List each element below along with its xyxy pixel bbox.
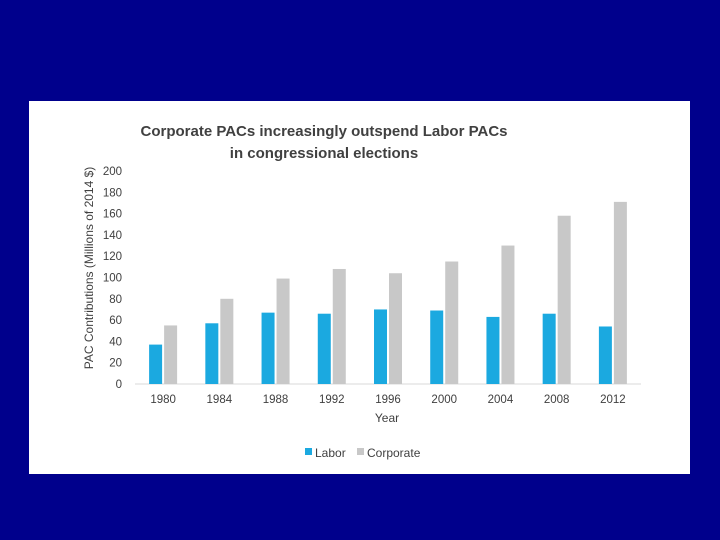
bar-corporate-1992 [332, 268, 346, 384]
bar-labor-2012 [598, 326, 612, 384]
y-axis-label: PAC Contributions (Millions of 2014 $) [82, 167, 96, 370]
y-tick-label: 80 [109, 294, 122, 306]
x-tick-label: 1992 [319, 394, 345, 406]
y-tick-label: 0 [116, 379, 122, 391]
x-tick-label: 1996 [375, 394, 401, 406]
bar-labor-1992 [317, 313, 331, 384]
bar-labor-1984 [205, 323, 219, 384]
bar-labor-1980 [149, 344, 163, 384]
chart: Corporate PACs increasingly outspend Lab… [82, 123, 641, 460]
y-tick-label: 120 [103, 251, 122, 263]
x-tick-label: 2000 [431, 394, 457, 406]
bar-labor-2004 [486, 316, 500, 384]
y-tick-label: 100 [103, 273, 122, 285]
y-tick-label: 200 [103, 166, 122, 178]
legend-swatch-corporate [357, 448, 364, 455]
y-tick-label: 20 [109, 358, 122, 370]
bar-corporate-2000 [445, 261, 459, 384]
chart-title-line-2: in congressional elections [230, 145, 418, 162]
y-tick-label: 160 [103, 209, 122, 221]
bar-corporate-1984 [220, 298, 234, 384]
x-tick-label: 2012 [600, 394, 626, 406]
bar-corporate-2012 [613, 201, 627, 384]
bar-corporate-1996 [389, 273, 402, 384]
bar-corporate-1980 [164, 325, 178, 384]
y-tick-label: 40 [109, 336, 122, 348]
chart-panel: Corporate PACs increasingly outspend Lab… [29, 101, 690, 474]
y-tick-label: 140 [103, 230, 122, 242]
x-tick-label: 1988 [263, 394, 289, 406]
bar-labor-2008 [542, 313, 556, 384]
x-tick-label: 1984 [207, 394, 233, 406]
chart-title-line-1: Corporate PACs increasingly outspend Lab… [140, 123, 507, 140]
legend-label-labor: Labor [315, 446, 346, 460]
bar-labor-1988 [261, 312, 275, 384]
legend-label-corporate: Corporate [367, 446, 421, 460]
x-tick-label: 2008 [544, 394, 570, 406]
legend-swatch-labor [305, 448, 312, 455]
legend: Labor Corporate [305, 446, 421, 460]
bar-labor-2000 [430, 310, 444, 384]
y-tick-label: 60 [109, 315, 122, 327]
y-axis-ticks: 0 20 40 60 80 100 120 140 160 180 200 [103, 166, 122, 391]
x-tick-label: 1980 [150, 394, 176, 406]
x-axis-label: Year [375, 411, 399, 425]
bar-corporate-2004 [501, 245, 515, 384]
bar-corporate-1988 [276, 278, 290, 384]
x-tick-label: 2004 [488, 394, 514, 406]
y-tick-label: 180 [103, 187, 122, 199]
bar-labor-1996 [374, 309, 387, 384]
bar-group [149, 201, 627, 384]
x-axis-ticks: 1980 1984 1988 1992 1996 2000 2004 2008 2012 [150, 394, 625, 406]
bar-corporate-2008 [557, 215, 571, 384]
